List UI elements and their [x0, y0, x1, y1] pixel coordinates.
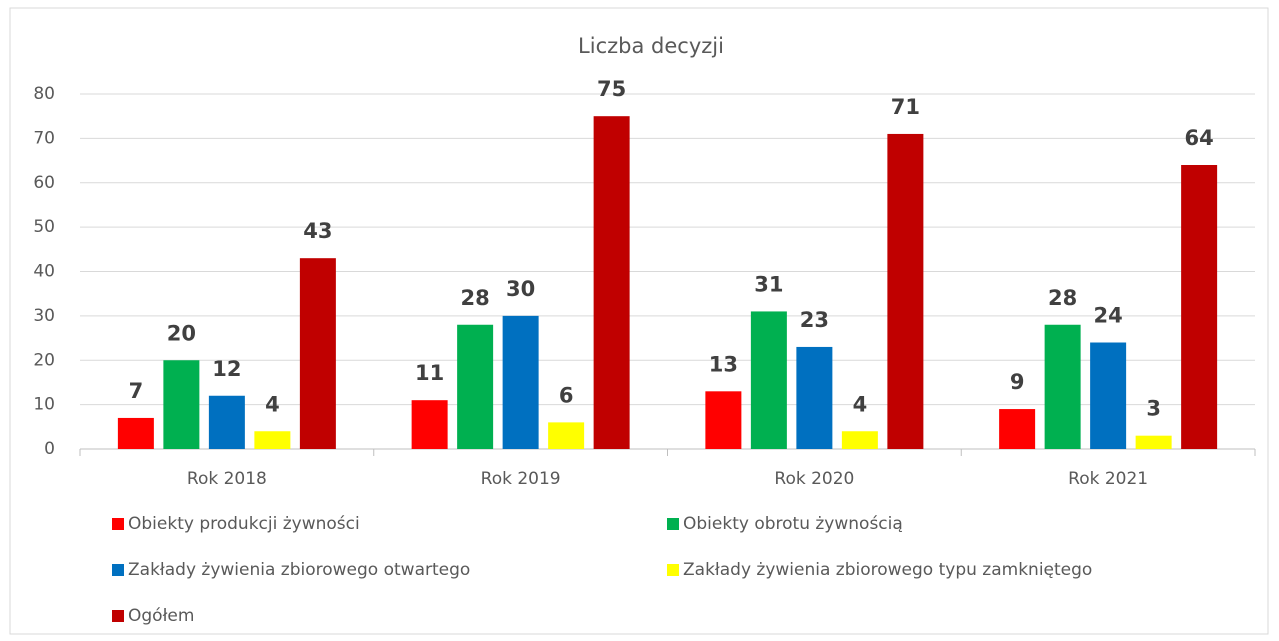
bar	[705, 391, 742, 449]
bar	[1135, 435, 1172, 449]
data-label: 28	[461, 286, 490, 310]
legend-swatch	[112, 564, 124, 576]
data-label: 23	[800, 308, 829, 332]
legend-label: Ogółem	[128, 606, 194, 626]
y-tick-label: 60	[33, 173, 55, 193]
legend-swatch	[112, 518, 124, 530]
data-label: 3	[1146, 397, 1161, 421]
x-tick-label: Rok 2021	[1068, 469, 1148, 489]
data-label: 4	[853, 392, 868, 416]
legend-label: Zakłady żywienia zbiorowego typu zamknię…	[683, 560, 1092, 580]
legend-swatch	[112, 610, 124, 622]
data-label: 24	[1094, 304, 1123, 328]
x-tick-label: Rok 2018	[187, 469, 267, 489]
y-tick-label: 40	[33, 262, 55, 282]
bar	[411, 400, 448, 449]
bar	[117, 417, 154, 449]
data-label: 30	[506, 277, 535, 301]
y-tick-label: 70	[33, 128, 55, 148]
data-label: 20	[167, 321, 196, 345]
bar	[999, 409, 1036, 449]
bar	[1044, 324, 1081, 449]
bar	[548, 422, 585, 449]
y-tick-label: 30	[33, 306, 55, 326]
bar	[593, 116, 630, 449]
chart-title: Liczba decyzji	[578, 34, 724, 58]
data-label: 9	[1010, 370, 1025, 394]
data-label: 11	[415, 361, 444, 385]
bar	[254, 431, 291, 449]
data-label: 7	[129, 379, 144, 403]
bar	[457, 324, 494, 449]
bar	[841, 431, 878, 449]
bar	[208, 395, 245, 449]
y-tick-label: 50	[33, 217, 55, 237]
data-label: 6	[559, 383, 574, 407]
bar	[502, 315, 539, 449]
y-tick-label: 0	[44, 439, 55, 459]
bar	[887, 133, 924, 449]
bar	[163, 360, 200, 449]
data-label: 71	[891, 95, 920, 119]
data-label: 31	[754, 272, 783, 296]
bar	[796, 346, 833, 449]
bar	[1181, 165, 1218, 449]
bar	[1090, 342, 1127, 449]
legend-swatch	[667, 518, 679, 530]
data-label: 28	[1048, 286, 1077, 310]
bar	[299, 258, 336, 449]
legend-label: Zakłady żywienia zbiorowego otwartego	[128, 560, 470, 580]
bar	[750, 311, 787, 449]
data-label: 64	[1185, 126, 1214, 150]
y-tick-label: 20	[33, 350, 55, 370]
legend-swatch	[667, 564, 679, 576]
data-label: 12	[212, 357, 241, 381]
legend-label: Obiekty produkcji żywności	[128, 514, 360, 534]
legend-label: Obiekty obrotu żywnością	[683, 514, 903, 534]
data-label: 43	[303, 219, 332, 243]
x-tick-label: Rok 2020	[774, 469, 854, 489]
y-tick-label: 10	[33, 395, 55, 415]
x-tick-label: Rok 2019	[481, 469, 561, 489]
chart-border	[9, 7, 1269, 635]
data-label: 13	[709, 352, 738, 376]
y-tick-label: 80	[33, 84, 55, 104]
data-label: 4	[265, 392, 280, 416]
data-label: 75	[597, 77, 626, 101]
